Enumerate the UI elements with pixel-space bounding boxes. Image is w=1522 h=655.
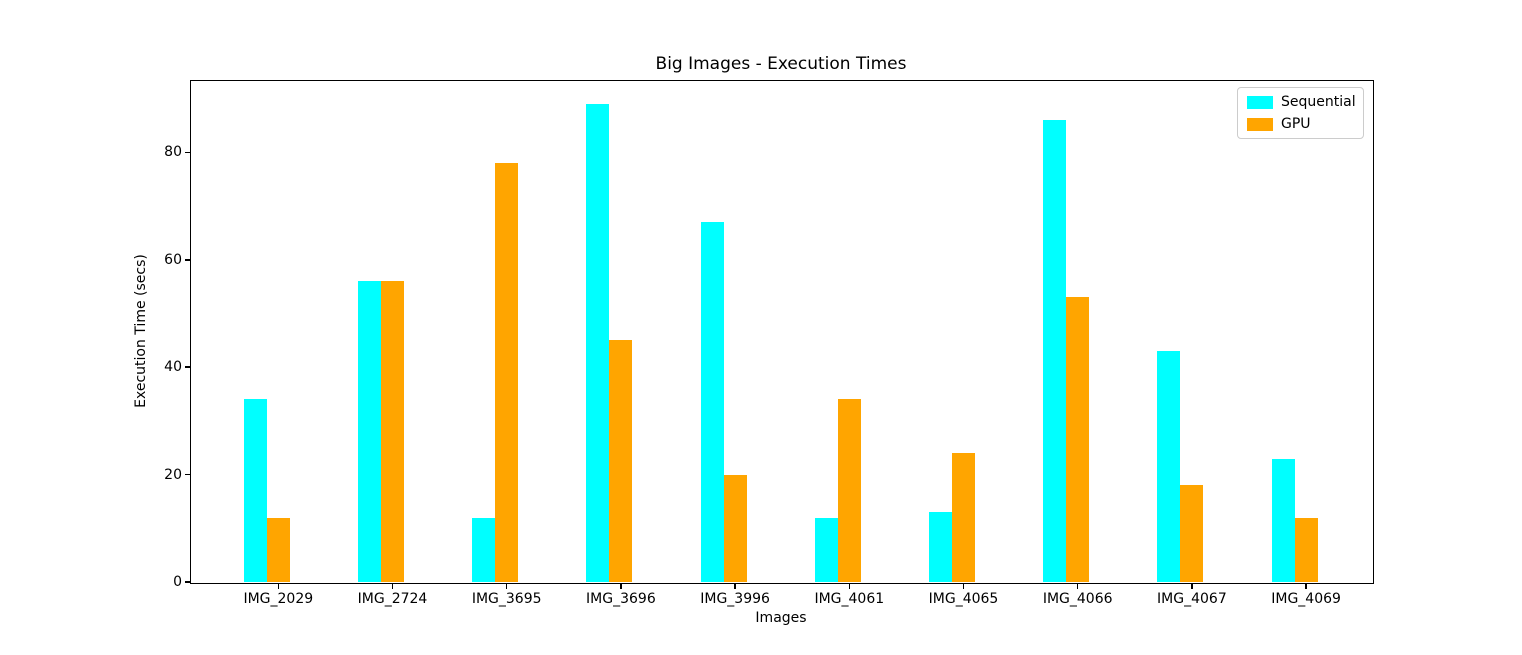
bar-gpu-img_4066: [1066, 297, 1090, 582]
bar-gpu-img_4069: [1294, 517, 1318, 582]
bar-sequential-img_4061: [814, 517, 838, 582]
x-tick-mark: [620, 583, 622, 589]
bar-sequential-img_4069: [1271, 458, 1295, 582]
legend-swatch-sequential: [1247, 95, 1273, 109]
x-tick-label-img_2029: IMG_2029: [243, 591, 314, 607]
y-tick-mark: [185, 581, 190, 583]
x-tick-label-img_3695: IMG_3695: [471, 591, 542, 607]
y-tick-mark: [185, 473, 190, 476]
x-tick-mark: [848, 583, 851, 589]
x-tick-mark: [962, 583, 965, 589]
y-tick-label-20: 20: [164, 466, 182, 483]
x-tick-label-img_4065: IMG_4065: [928, 591, 999, 607]
bar-gpu-img_2724: [381, 281, 404, 582]
bar-gpu-img_4065: [952, 453, 975, 582]
x-tick-label-img_4069: IMG_4069: [1271, 591, 1341, 607]
bar-sequential-img_2029: [243, 399, 267, 582]
y-tick-label-80: 80: [164, 144, 182, 161]
bar-sequential-img_2724: [358, 281, 381, 582]
x-tick-mark: [391, 583, 394, 589]
bar-gpu-img_3996: [723, 474, 747, 582]
chart-title: Big Images - Execution Times: [655, 54, 907, 74]
x-tick-mark: [734, 583, 736, 589]
bar-sequential-img_3695: [472, 517, 496, 582]
x-tick-mark: [1191, 583, 1193, 589]
x-tick-mark: [1076, 583, 1079, 589]
x-tick-label-img_2724: IMG_2724: [357, 591, 428, 607]
x-tick-label-img_4067: IMG_4067: [1157, 591, 1227, 607]
x-tick-mark: [277, 583, 280, 589]
bar-gpu-img_2029: [266, 517, 290, 582]
bar-sequential-img_4065: [929, 512, 952, 582]
bar-gpu-img_3695: [495, 163, 519, 582]
legend-entry-gpu: GPU: [1247, 116, 1354, 132]
y-tick-label-40: 40: [164, 359, 182, 376]
bar-sequential-img_3696: [586, 104, 610, 582]
bar-gpu-img_4061: [837, 399, 861, 582]
y-tick-mark: [185, 151, 190, 154]
legend: Sequential GPU: [1237, 87, 1364, 139]
y-tick-mark: [185, 366, 190, 368]
bar-sequential-img_3996: [700, 222, 724, 582]
bar-sequential-img_4067: [1157, 351, 1181, 582]
x-tick-label-img_4066: IMG_4066: [1042, 591, 1113, 607]
x-tick-mark: [505, 583, 508, 589]
y-tick-label-60: 60: [164, 251, 182, 268]
legend-label-sequential: Sequential: [1281, 94, 1356, 110]
legend-entry-sequential: Sequential: [1247, 94, 1356, 110]
x-tick-label-img_4061: IMG_4061: [814, 591, 885, 607]
legend-label-gpu: GPU: [1281, 116, 1311, 132]
y-tick-label-0: 0: [173, 574, 182, 590]
bar-gpu-img_3696: [609, 340, 633, 582]
x-tick-mark: [1305, 583, 1307, 589]
bar-sequential-img_4066: [1043, 120, 1067, 582]
x-axis-label: Images: [755, 610, 807, 626]
legend-swatch-gpu: [1247, 117, 1273, 131]
x-tick-label-img_3996: IMG_3996: [700, 591, 770, 607]
bar-gpu-img_4067: [1180, 485, 1204, 582]
y-axis-label-text: Execution Time (secs): [133, 254, 149, 408]
x-tick-label-img_3696: IMG_3696: [586, 591, 656, 607]
y-tick-mark: [185, 259, 190, 261]
